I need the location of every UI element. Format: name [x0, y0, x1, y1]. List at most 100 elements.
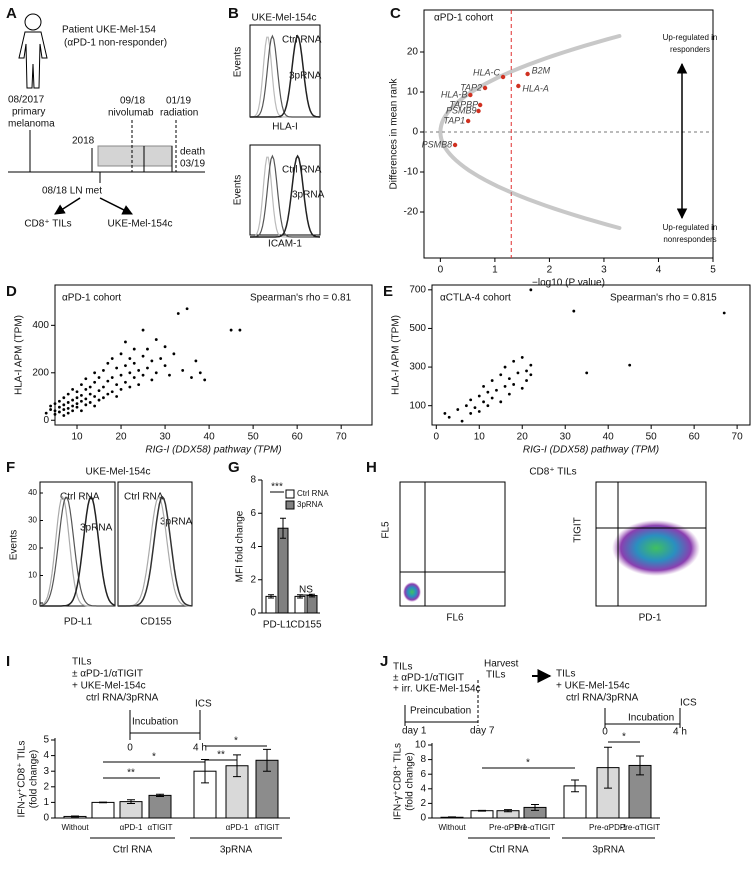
protocol-text: 4 h	[673, 727, 687, 738]
point	[460, 419, 464, 423]
error-bar	[531, 803, 539, 811]
point	[141, 328, 145, 332]
histogram-curve	[118, 495, 193, 607]
y-axis-label: HLA-I APM (TPM)	[391, 315, 402, 395]
y-axis-label: MFI fold change	[235, 510, 246, 582]
histogram-curve	[40, 495, 116, 607]
point	[58, 405, 61, 409]
point	[49, 408, 52, 411]
y-axis-label: (fold change)	[29, 750, 40, 808]
point	[159, 357, 163, 360]
gene-label: PSMB8	[422, 139, 453, 149]
panel-label: B	[228, 5, 239, 22]
x-axis-label: RIG-I (DDX58) pathway (TPM)	[523, 445, 659, 456]
y-tick-label: 0	[250, 608, 256, 619]
point	[66, 411, 70, 415]
panel-label: J	[380, 653, 388, 670]
x-tick-label: 70	[336, 432, 348, 443]
protocol-text: TILs	[72, 657, 91, 668]
timeline-text: death	[180, 147, 205, 158]
plot-frame	[117, 481, 193, 607]
x-tick-label: 60	[292, 432, 304, 443]
y-tick-label: 30	[28, 516, 37, 525]
point	[572, 309, 576, 313]
point	[469, 412, 473, 415]
point	[443, 412, 447, 415]
point	[66, 401, 70, 404]
y-tick-label: -20	[404, 207, 419, 218]
point	[58, 399, 61, 403]
panel-label: A	[6, 5, 17, 22]
x-tick-label: 40	[204, 432, 216, 443]
y-tick-label: 2	[43, 781, 49, 792]
significance: *	[622, 732, 626, 743]
chart-title: αPD-1 cohort	[434, 13, 493, 24]
histogram-label: 3pRNA	[160, 517, 193, 528]
point	[110, 376, 114, 379]
bar	[91, 801, 115, 819]
y-axis-label: (fold change)	[405, 752, 416, 810]
gene-label: TAP1	[443, 115, 465, 125]
point	[499, 373, 503, 377]
y-tick-label: 6	[250, 508, 256, 519]
point	[464, 404, 468, 408]
point	[585, 371, 589, 375]
y-axis-label: IFN-γ⁺CD8⁺ TILs	[17, 740, 28, 817]
point	[80, 393, 83, 397]
protocol-text: TILs	[486, 670, 505, 681]
point	[124, 364, 127, 368]
point	[115, 366, 119, 370]
timeline-text: 2018	[72, 136, 95, 147]
histogram-curve	[39, 496, 115, 607]
histogram-curve	[250, 154, 321, 238]
person-body	[18, 31, 48, 89]
error-bar	[268, 594, 274, 599]
point	[520, 386, 524, 390]
point	[53, 402, 57, 406]
y-tick-label: 10	[28, 571, 37, 580]
point	[71, 404, 75, 408]
x-tick-label: 20	[517, 432, 529, 443]
point	[128, 357, 132, 360]
histogram-label: Ctrl RNA	[124, 492, 164, 503]
y-tick-label: 2	[420, 798, 426, 809]
bar	[306, 595, 318, 614]
plot-frame	[431, 284, 751, 426]
point	[62, 414, 66, 417]
point	[482, 400, 485, 404]
timeline-text: 08/2017	[8, 95, 45, 106]
x-tick-label: 40	[603, 432, 615, 443]
point	[102, 369, 105, 372]
group-label: 3pRNA	[592, 845, 625, 856]
point	[185, 307, 189, 311]
panel-label: D	[6, 283, 17, 300]
annotation: Spearman's rho = 0.81	[250, 293, 352, 304]
point	[106, 392, 110, 396]
legend-label: Ctrl RNA	[297, 489, 329, 498]
point	[62, 408, 66, 411]
histogram-label: CD155	[140, 617, 172, 628]
gene-label: TAPBP	[449, 99, 478, 109]
cell-cloud	[403, 582, 421, 602]
error-bar	[99, 801, 107, 804]
point	[124, 340, 127, 344]
point	[93, 380, 97, 384]
point	[102, 385, 105, 389]
annotation: Spearman's rho = 0.815	[610, 293, 717, 304]
protocol-text: day 1	[402, 726, 427, 737]
point	[452, 142, 458, 148]
point	[132, 376, 136, 379]
x-tick-label: 50	[248, 432, 260, 443]
point	[119, 352, 123, 356]
point	[75, 396, 79, 400]
timeline-text: radiation	[160, 108, 198, 119]
arrow	[99, 197, 133, 215]
point	[194, 359, 198, 363]
x-tick-label: Pre-αTIGIT	[620, 823, 660, 832]
point	[124, 380, 127, 384]
point	[88, 385, 92, 389]
x-tick-label: 3	[601, 265, 607, 276]
legend-swatch	[285, 489, 295, 499]
point	[88, 392, 92, 396]
panel-label: G	[228, 459, 240, 476]
